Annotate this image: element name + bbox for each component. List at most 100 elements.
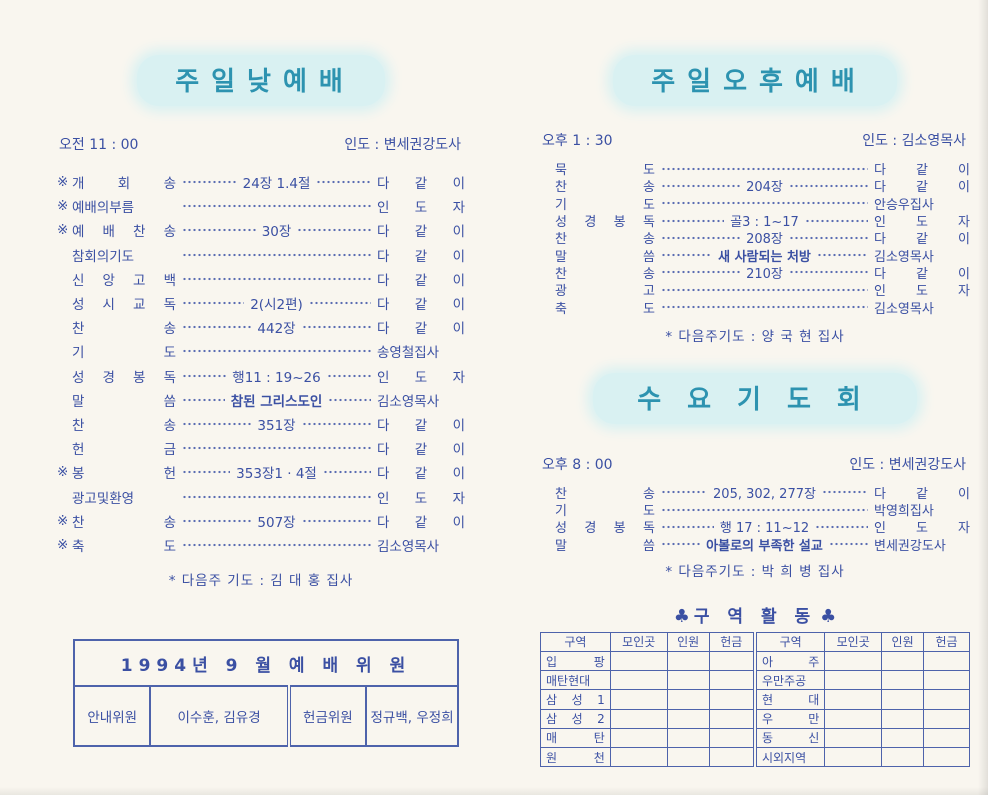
dotted-leader <box>182 494 371 499</box>
dotted-leader <box>182 228 256 233</box>
item-detail: 아볼로의 부족한 설교 <box>706 538 823 554</box>
item-name: 말 씀 <box>555 538 655 554</box>
district-row: 원 천 시외지역 <box>540 746 970 768</box>
item-performer: 다 같 이 <box>377 297 465 314</box>
item-detail: 24장 1.4절 <box>242 176 311 193</box>
item-performer: 다 같 이 <box>874 266 970 282</box>
district-value <box>666 708 710 729</box>
order-item: 찬 송 208장 다 같 이 <box>540 229 970 248</box>
dotted-leader <box>788 270 868 275</box>
order-item: 말 씀 새 사람되는 처방 김소영목사 <box>540 246 970 265</box>
item-performer: 다 같 이 <box>377 466 466 483</box>
district-column-header: 모인곳 <box>609 631 668 653</box>
district-column-header: 헌금 <box>923 631 970 653</box>
section-title-wrap: 수요기도회 <box>540 372 970 424</box>
club-icon: ♣ <box>673 605 690 627</box>
district-column-header: 인원 <box>881 631 925 653</box>
dotted-leader <box>661 201 868 206</box>
dotted-leader <box>661 183 741 188</box>
order-item: 성 경 봉 독 행11 : 19~26 인 도 자 <box>57 364 465 388</box>
order-item: 찬 송 210장 다 같 이 <box>540 264 970 282</box>
district-value <box>666 689 710 710</box>
committee-members-row: 안내위원 이수훈, 김유경 헌금위원 정규백, 우정희 <box>72 685 459 747</box>
district-value <box>609 727 668 748</box>
service-time: 오후 1 : 30 <box>542 133 613 149</box>
item-name: 찬 송 <box>555 266 655 282</box>
service-time: 오전 11 : 00 <box>59 137 139 153</box>
item-performer: 다 같 이 <box>377 321 465 338</box>
dotted-leader <box>182 542 371 547</box>
dotted-leader <box>182 325 252 330</box>
district-column-header: 구역 <box>540 631 611 653</box>
district-value <box>881 670 925 691</box>
district-value <box>609 651 668 672</box>
service-time-row: 오전 11 : 00 인도 : 변세권강도사 <box>59 134 461 154</box>
dotted-leader <box>182 204 371 209</box>
district-name: 아 주 <box>752 651 826 672</box>
committee-role: 안내위원 <box>72 685 152 747</box>
item-performer: 다 같 이 <box>377 417 465 434</box>
item-performer: 김소영목사 <box>377 538 440 555</box>
reference-mark: ※ <box>57 174 69 191</box>
dotted-leader <box>661 305 868 310</box>
committee-title-row: 1994년 9 월 예 배 위 원 <box>73 639 459 687</box>
club-icon: ♣ <box>820 605 837 627</box>
dotted-leader <box>182 518 252 523</box>
dotted-leader <box>301 325 371 330</box>
dotted-leader <box>326 373 371 378</box>
dotted-leader <box>182 470 231 475</box>
dotted-leader <box>182 421 252 426</box>
district-value <box>824 746 883 768</box>
item-performer: 인 도 자 <box>377 200 465 217</box>
district-value <box>708 689 756 710</box>
item-name: 찬 송 <box>555 232 655 248</box>
dotted-leader <box>308 301 371 306</box>
district-activity-title-text: 구 역 활 동 <box>693 606 817 627</box>
district-column-header: 인원 <box>666 631 710 653</box>
order-item: 찬 송 204장 다 같 이 <box>540 177 970 195</box>
item-performer: 다 같 이 <box>874 163 970 179</box>
dotted-leader <box>182 180 237 185</box>
district-row: 삼 성 2 우 만 <box>540 708 970 729</box>
order-item: 성 경 봉 독 골3 : 1~17 인 도 자 <box>540 212 970 231</box>
item-detail: 골3 : 1~17 <box>730 215 799 231</box>
section-title-wrap: 주일오후예배 <box>540 55 970 106</box>
district-value <box>923 746 970 768</box>
district-name: 매 탄 <box>540 727 611 748</box>
item-detail: 353장1 · 4절 <box>236 466 317 483</box>
dotted-leader <box>316 180 371 185</box>
order-item: 성 시 교 독 2(시2편) 다 같 이 <box>57 291 465 315</box>
order-item: 성 경 봉 독 행 17 : 11~12 인 도 자 <box>540 518 970 536</box>
item-performer: 안승우집사 <box>874 197 934 213</box>
order-item: ※ 예 배 찬 송 30장 다 같 이 <box>57 218 465 242</box>
district-value <box>881 727 925 748</box>
item-detail: 351장 <box>257 417 296 434</box>
item-name: 성 경 봉 독 <box>555 215 655 231</box>
item-name: 기 도 <box>555 504 655 520</box>
dotted-leader <box>816 253 868 258</box>
item-performer: 송영철집사 <box>377 345 440 362</box>
item-performer: 다 같 이 <box>377 442 465 459</box>
item-performer: 김소영목사 <box>377 393 440 410</box>
reference-mark: ※ <box>57 536 69 553</box>
district-value <box>881 651 925 672</box>
item-name: 참회의기도 <box>72 248 135 265</box>
order-item: 기 도 안승우집사 <box>540 195 970 213</box>
district-name: 동 신 <box>752 727 826 748</box>
item-name: 찬 송 <box>555 486 655 502</box>
order-item: ※ 예배의부름 인 도 자 <box>57 194 465 218</box>
item-performer: 다 같 이 <box>377 272 465 289</box>
order-of-worship-list: ※ 개 회 송 24장 1.4절 다 같 이 ※ 예배의부름 인 도 자 ※ 예 배 찬 송 30… <box>57 170 465 557</box>
dotted-leader <box>661 542 701 547</box>
item-name: 헌 금 <box>72 442 176 459</box>
district-value <box>609 746 668 768</box>
district-value <box>708 670 756 691</box>
committee-members: 정규백, 우정희 <box>365 685 459 747</box>
district-value <box>666 746 710 768</box>
item-detail: 208장 <box>746 232 783 248</box>
